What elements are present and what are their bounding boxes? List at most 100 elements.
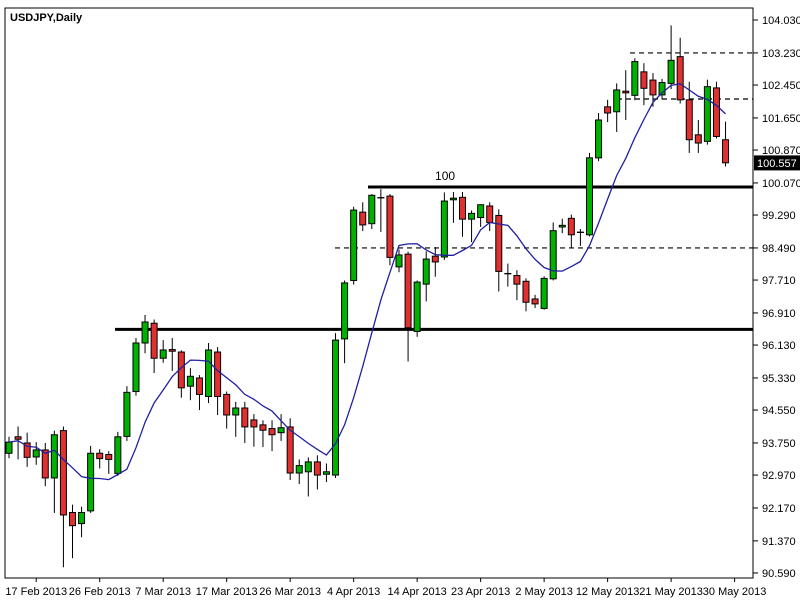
bull-candle	[5, 441, 13, 454]
bull-candle	[132, 342, 140, 393]
bear-candle	[96, 452, 104, 460]
price-tick-label: 103.230	[762, 48, 800, 60]
bear-candle	[622, 90, 630, 94]
bear-candle	[640, 71, 648, 89]
bull-candle	[141, 321, 149, 344]
bull-candle	[468, 212, 476, 220]
bull-candle	[186, 375, 194, 387]
candles	[5, 25, 730, 568]
bear-candle	[694, 134, 702, 144]
bull-candle	[549, 230, 557, 280]
date-tick-label: 23 Apr 2013	[451, 586, 510, 598]
bear-candle	[722, 139, 730, 164]
bull-candle	[32, 449, 40, 458]
bear-candle	[59, 430, 67, 516]
bear-candle	[250, 419, 258, 428]
bull-candle	[703, 86, 711, 142]
bull-candle	[540, 277, 548, 309]
bull-candle	[585, 157, 593, 236]
bull-candle	[350, 209, 358, 281]
bull-candle	[50, 434, 58, 479]
current-price-tag: 100.557	[754, 155, 800, 171]
bear-candle	[431, 255, 439, 263]
bear-candle	[313, 461, 321, 476]
price-tick-label: 100.870	[762, 145, 800, 157]
price-tick-label: 97.710	[762, 275, 796, 287]
price-tick-label: 101.650	[762, 113, 800, 125]
price-tick-label: 90.590	[762, 568, 796, 580]
bear-candle	[286, 426, 294, 474]
bull-candle	[658, 82, 666, 96]
bear-candle	[150, 322, 158, 359]
bear-candle	[105, 453, 113, 460]
bull-candle	[422, 258, 430, 285]
price-tick-label: 102.450	[762, 80, 800, 92]
bull-candle	[304, 461, 312, 473]
bear-candle	[241, 407, 249, 428]
bear-candle	[14, 436, 22, 440]
price-tick-label: 99.290	[762, 210, 796, 222]
bear-candle	[214, 351, 222, 397]
bear-candle	[23, 442, 31, 458]
price-tick-label: 95.330	[762, 373, 796, 385]
bull-candle	[322, 471, 330, 475]
date-tick-label: 12 May 2013	[576, 586, 640, 598]
price-tick-label: 93.750	[762, 438, 796, 450]
date-tick-label: 14 Apr 2013	[387, 586, 446, 598]
bull-candle	[277, 427, 285, 434]
bear-candle	[223, 393, 231, 416]
price-tick-label: 100.070	[762, 178, 800, 190]
bear-candle	[495, 214, 503, 272]
bull-candle	[477, 204, 485, 219]
current-price-value: 100.557	[757, 158, 797, 170]
price-tick-label: 94.550	[762, 405, 796, 417]
bear-candle	[486, 205, 494, 223]
bear-candle	[712, 87, 720, 137]
date-tick-label: 4 Apr 2013	[327, 586, 380, 598]
bear-candle	[459, 196, 466, 220]
bear-candle	[649, 79, 657, 96]
symbol-timeframe-label: USDJPY,Daily	[10, 12, 83, 24]
date-tick-label: 17 Mar 2013	[196, 586, 258, 598]
bear-candle	[567, 217, 575, 236]
bull-candle	[395, 254, 403, 268]
price-tick-label: 91.370	[762, 536, 796, 548]
price-tick-label: 96.130	[762, 340, 796, 352]
bull-candle	[341, 282, 349, 340]
bear-candle	[404, 253, 412, 329]
bear-candle	[41, 449, 49, 479]
bear-candle	[195, 377, 203, 395]
price-tick-label: 104.030	[762, 15, 800, 27]
plot-border	[4, 7, 754, 579]
bear-candle	[513, 275, 521, 285]
bear-candle	[676, 56, 684, 101]
bull-candle	[159, 349, 167, 359]
bear-candle	[604, 106, 612, 114]
time-axis: 17 Feb 2013 26 Feb 2013 7 Mar 2013 17 Mar 2…	[5, 578, 766, 598]
bull-candle	[123, 391, 131, 437]
bull-candle	[667, 59, 675, 84]
bull-candle	[449, 197, 457, 201]
bear-candle	[531, 298, 539, 305]
bull-candle	[205, 349, 213, 397]
bull-candle	[78, 511, 86, 525]
date-tick-label: 21 May 2013	[639, 586, 703, 598]
bull-candle	[413, 281, 421, 332]
bear-candle	[259, 424, 267, 431]
bear-candle	[522, 280, 530, 303]
price-tick-label: 92.970	[762, 470, 796, 482]
bull-candle	[613, 89, 621, 113]
price-tick-label: 98.490	[762, 243, 796, 255]
bull-candle	[114, 436, 122, 474]
bull-candle	[87, 452, 95, 512]
date-tick-label: 2 May 2013	[515, 586, 572, 598]
current-price-tag-bg	[754, 155, 800, 171]
date-tick-label: 30 May 2013	[703, 586, 767, 598]
date-tick-label: 7 Mar 2013	[135, 586, 191, 598]
bull-candle	[631, 61, 639, 96]
price-tick-label: 92.170	[762, 503, 796, 515]
solid-level-lines: 100	[115, 169, 753, 331]
dashed-level-lines	[335, 52, 753, 249]
